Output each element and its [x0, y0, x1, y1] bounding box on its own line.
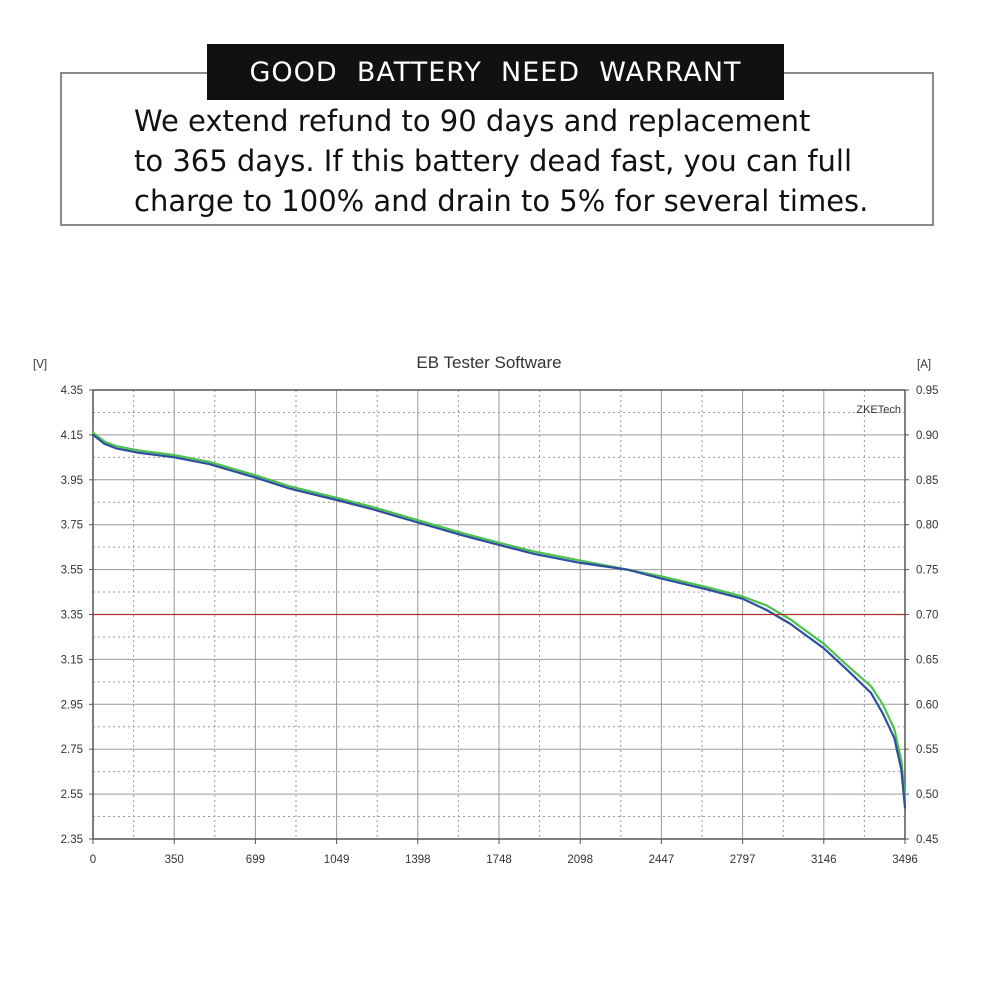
- warranty-line: We extend refund to 90 days and replacem…: [134, 104, 811, 138]
- x-tick-label: 1748: [486, 854, 512, 866]
- y2-tick-label: 0.45: [916, 834, 938, 846]
- y-tick-label: 2.35: [61, 834, 83, 846]
- x-tick-label: 350: [165, 854, 184, 866]
- warranty-line: charge to 100% and drain to 5% for sever…: [134, 184, 869, 218]
- x-tick-label: 2447: [649, 854, 675, 866]
- y-axis-label: [V]: [33, 359, 47, 371]
- y2-axis-label: [A]: [917, 359, 931, 371]
- warranty-line: to 365 days. If this battery dead fast, …: [134, 144, 853, 178]
- y-tick-label: 3.55: [61, 565, 83, 577]
- x-tick-label: 1398: [405, 854, 431, 866]
- y-tick-label: 2.55: [61, 789, 83, 801]
- y2-tick-label: 0.55: [916, 744, 938, 756]
- x-tick-label: 2098: [567, 854, 593, 866]
- warranty-text: We extend refund to 90 days and replacem…: [134, 101, 914, 221]
- y2-tick-label: 0.80: [916, 520, 938, 532]
- y-tick-label: 4.15: [61, 430, 83, 442]
- x-tick-label: 0: [90, 854, 96, 866]
- y2-tick-label: 0.70: [916, 610, 938, 622]
- warranty-banner: GOOD BATTERY NEED WARRANT: [207, 44, 784, 100]
- y-tick-label: 3.75: [61, 520, 83, 532]
- x-tick-label: 3146: [811, 854, 837, 866]
- y-tick-label: 4.35: [61, 385, 83, 397]
- series-line-blue: [91, 433, 907, 809]
- y2-tick-label: 0.60: [916, 699, 938, 711]
- y-tick-label: 3.35: [61, 610, 83, 622]
- y2-tick-label: 0.90: [916, 430, 938, 442]
- y2-tick-label: 0.85: [916, 475, 938, 487]
- y-tick-label: 2.95: [61, 699, 83, 711]
- x-tick-label: 699: [246, 854, 265, 866]
- chart-svg: 4.35 4.15 3.95 3.75 3.55 3.35 3.15 2.95 2.75 2.55…: [33, 353, 938, 866]
- x-tick-label: 2797: [730, 854, 756, 866]
- battery-discharge-chart: 4.35 4.15 3.95 3.75 3.55 3.35 3.15 2.95 2.75 2.55…: [30, 328, 970, 908]
- y2-tick-label: 0.75: [916, 565, 938, 577]
- x-tick-label: 1049: [324, 854, 350, 866]
- y-tick-label: 2.75: [61, 744, 83, 756]
- x-tick-label: 3496: [892, 854, 918, 866]
- y-tick-label: 3.95: [61, 475, 83, 487]
- y-tick-label: 3.15: [61, 654, 83, 666]
- y2-tick-label: 0.65: [916, 654, 938, 666]
- y2-tick-label: 0.95: [916, 385, 938, 397]
- y2-tick-label: 0.50: [916, 789, 938, 801]
- watermark: ZKETech: [856, 404, 901, 416]
- chart-title: EB Tester Software: [416, 353, 561, 372]
- series-line-green: [91, 431, 907, 800]
